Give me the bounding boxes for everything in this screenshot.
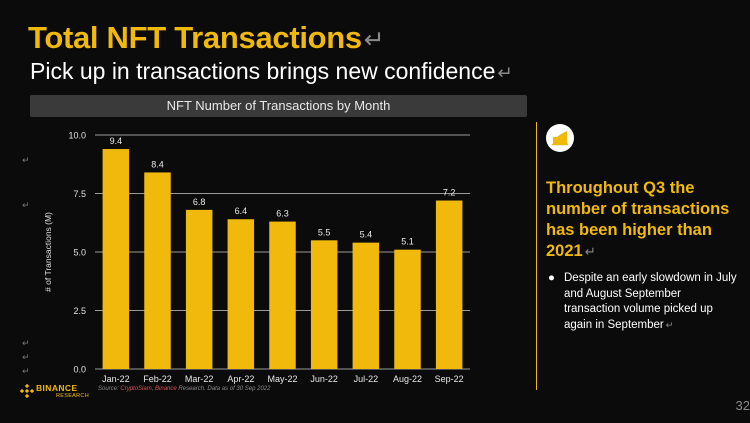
data-label: 6.3 (276, 209, 289, 219)
y-tick-label: 0.0 (73, 365, 86, 375)
data-label: 7.2 (443, 188, 456, 198)
source-note: Source: CryptoSlam, Binance Research. Da… (98, 386, 271, 392)
data-label: 9.4 (110, 136, 123, 146)
source-link-cryptoslam[interactable]: CryptoSlam (120, 386, 152, 392)
y-tick-label: 5.0 (73, 248, 86, 258)
data-label: 6.8 (193, 197, 206, 207)
return-mark: ↵ (22, 338, 30, 348)
bar (269, 221, 296, 369)
y-tick-label: 7.5 (73, 189, 86, 199)
y-tick-label: 2.5 (73, 306, 86, 316)
x-tick-label: May-22 (267, 374, 297, 384)
x-tick-label: Apr-22 (227, 374, 254, 384)
insight-bullet: ● Despite an early slowdown in July and … (548, 272, 737, 331)
return-mark: ↵ (665, 319, 674, 330)
page-number: 32 (735, 398, 750, 413)
section-divider (536, 122, 537, 390)
binance-research-logo: BINANCE RESEARCH (20, 383, 100, 401)
return-mark: ↵ (497, 62, 513, 83)
return-mark: ↵ (584, 244, 596, 259)
bar (185, 209, 213, 369)
bar (227, 219, 255, 369)
data-label: 5.4 (360, 230, 373, 240)
bar (102, 149, 130, 369)
bar (435, 200, 463, 369)
bar (144, 172, 171, 369)
bullet-dot-icon: ● (548, 272, 555, 284)
insight-headline: Throughout Q3 the number of transactions… (546, 179, 730, 260)
return-mark: ↵ (363, 27, 385, 54)
return-mark: ↵ (22, 155, 30, 165)
x-tick-label: Aug-22 (393, 374, 422, 384)
logo-secondary-text: RESEARCH (56, 393, 89, 399)
slide-subtitle: Pick up in transactions brings new confi… (30, 58, 513, 84)
x-tick-label: Jun-22 (310, 374, 338, 384)
bar (394, 249, 421, 369)
source-link-binance[interactable]: Binance (155, 386, 177, 392)
x-tick-label: Feb-22 (143, 374, 172, 384)
y-axis-label: # of Transactions (M) (43, 212, 53, 292)
x-tick-label: Jan-22 (102, 374, 130, 384)
data-label: 5.5 (318, 227, 331, 237)
chart-insight-icon (546, 124, 574, 152)
binance-logo-icon (20, 384, 34, 398)
y-tick-label: 10.0 (68, 131, 86, 141)
chart-title: NFT Number of Transactions by Month (30, 95, 527, 117)
return-mark: ↵ (22, 366, 30, 376)
x-tick-label: Jul-22 (354, 374, 379, 384)
x-tick-label: Mar-22 (185, 374, 214, 384)
logo-primary-text: BINANCE (36, 383, 78, 393)
data-label: 8.4 (151, 159, 164, 169)
data-label: 5.1 (401, 237, 414, 247)
bar (310, 240, 338, 369)
bar (352, 242, 380, 369)
slide-title: Total NFT Transactions↵ (28, 20, 385, 55)
return-mark: ↵ (22, 200, 30, 210)
return-mark: ↵ (22, 352, 30, 362)
x-tick-label: Sep-22 (435, 374, 464, 384)
data-label: 6.4 (235, 206, 248, 216)
